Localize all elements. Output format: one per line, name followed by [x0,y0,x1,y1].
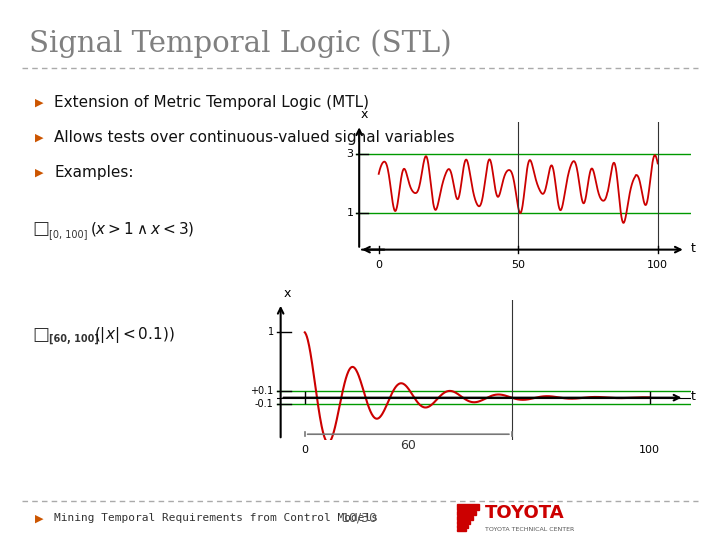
Text: Extension of Metric Temporal Logic (MTL): Extension of Metric Temporal Logic (MTL) [54,95,369,110]
Text: 100: 100 [639,444,660,455]
Text: 1: 1 [346,208,354,218]
Text: t: t [691,242,696,255]
Text: Mining Temporal Requirements from Control Models: Mining Temporal Requirements from Contro… [54,514,378,523]
Text: +0.1: +0.1 [251,386,274,396]
Text: ▶: ▶ [35,514,44,523]
Text: 10/30: 10/30 [342,512,378,525]
Text: TOYOTA: TOYOTA [485,504,564,522]
Text: TOYOTA TECHNICAL CENTER: TOYOTA TECHNICAL CENTER [485,526,574,532]
Text: x: x [284,287,291,300]
Text: ▶: ▶ [35,168,44,178]
Text: $(|x| < 0.1))$: $(|x| < 0.1))$ [94,325,174,345]
Text: x: x [361,109,369,122]
Text: t: t [691,390,696,403]
Text: 60: 60 [400,439,416,452]
Text: □: □ [32,326,50,344]
Text: 1: 1 [268,327,274,338]
Text: [60, 100]: [60, 100] [49,334,99,345]
Text: Examples:: Examples: [54,165,133,180]
Text: [0, 100]: [0, 100] [49,229,87,239]
Text: 50: 50 [511,260,525,270]
Text: □: □ [32,220,50,239]
Text: Signal Temporal Logic (STL): Signal Temporal Logic (STL) [29,30,451,58]
Text: $(x > 1 \wedge x < 3)$: $(x > 1 \wedge x < 3)$ [90,220,194,239]
Text: ▶: ▶ [35,98,44,107]
Text: Allows tests over continuous-valued signal variables: Allows tests over continuous-valued sign… [54,130,454,145]
Text: 100: 100 [647,260,668,270]
Text: 3: 3 [346,149,354,159]
Text: ▶: ▶ [35,133,44,143]
Text: 0: 0 [375,260,382,270]
Text: -0.1: -0.1 [255,399,274,409]
Text: 0: 0 [301,444,308,455]
